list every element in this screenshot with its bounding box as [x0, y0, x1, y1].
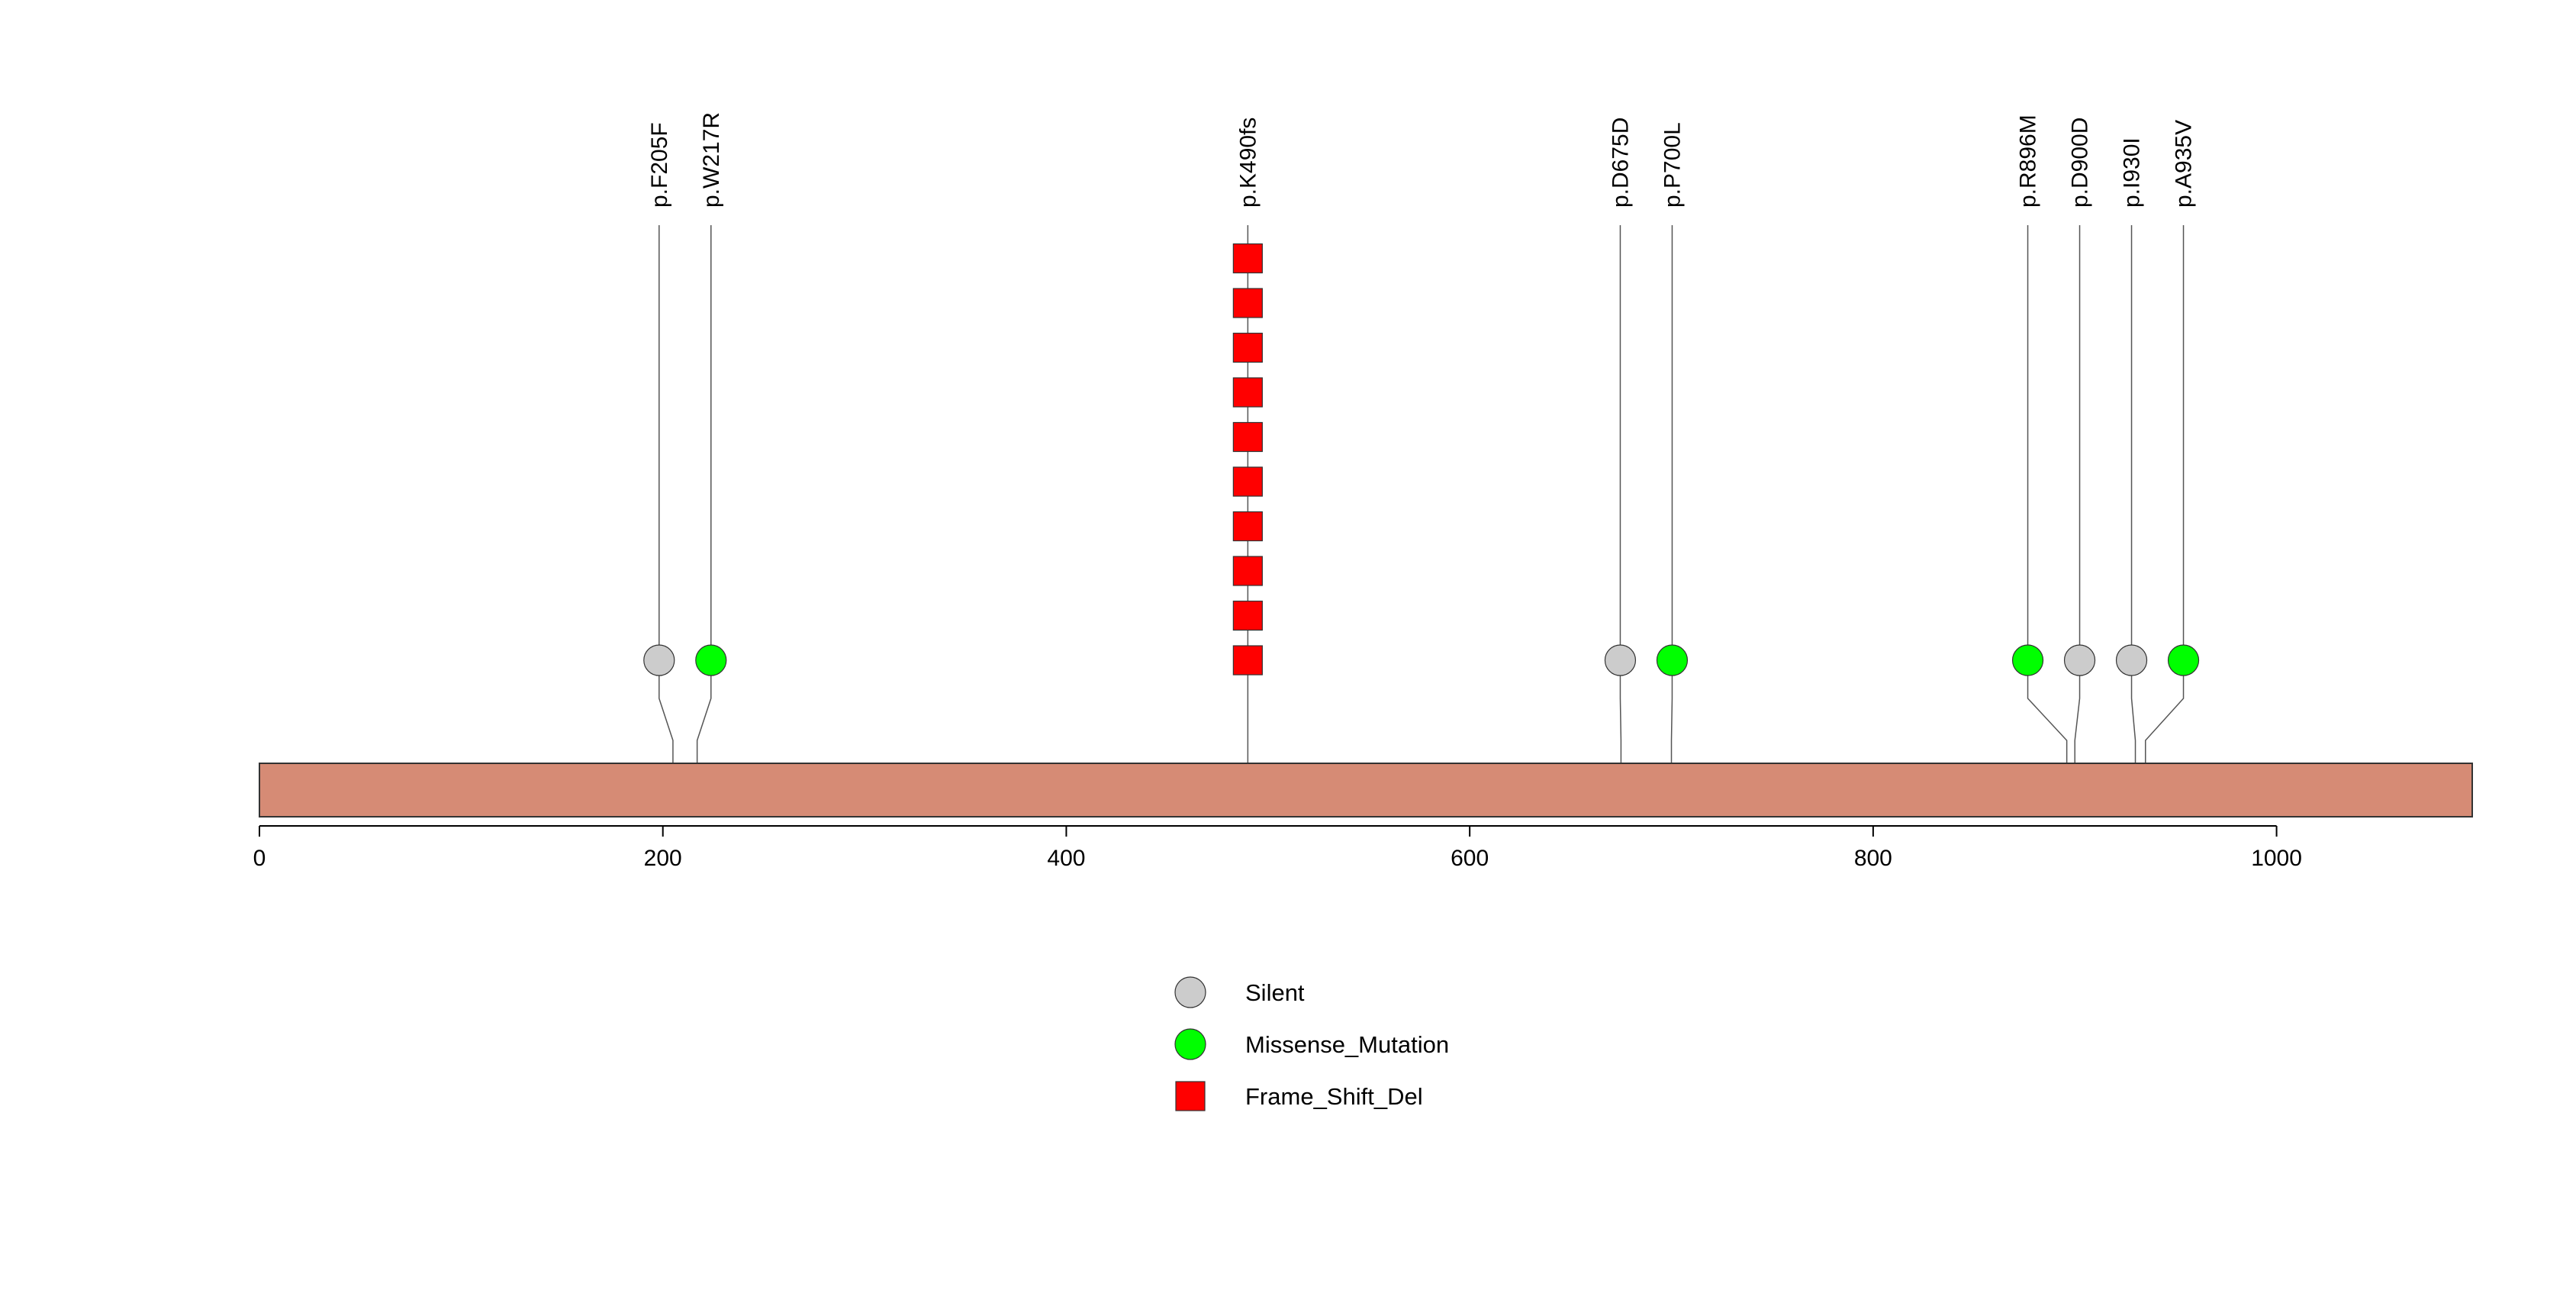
protein-bar-group [259, 763, 2473, 818]
x-axis: 0 200 400 600 800 1000 [253, 825, 2302, 871]
x-tick-label-200: 200 [644, 846, 682, 871]
x-tick-label-1000: 1000 [2251, 846, 2302, 871]
marker-p-k490fs-10 [1232, 243, 1263, 274]
mutation-label-p-a935v: p.A935V [2172, 120, 2197, 208]
x-tick-label-800: 800 [1854, 846, 1892, 871]
mutation-label-p-w217r: p.W217R [699, 112, 724, 208]
mutation-labels: p.F205F p.W217R p.K490fs p.D675D p.P700L p.R8… [647, 112, 2197, 208]
marker-p-a935v-1 [2167, 644, 2200, 676]
marker-p-i930i-1 [2115, 644, 2148, 676]
marker-p-k490fs-6 [1232, 421, 1263, 453]
marker-p-k490fs-4 [1232, 511, 1263, 542]
marker-p-d900d-1 [2063, 644, 2096, 676]
mutation-label-p-p700l: p.P700L [1660, 122, 1685, 208]
legend-swatch-missense-mutation [1174, 1028, 1206, 1060]
mutation-label-p-r896m: p.R896M [2016, 114, 2041, 208]
x-tick-label-400: 400 [1047, 846, 1085, 871]
legend-label-missense-mutation: Missense_Mutation [1245, 1031, 1449, 1058]
marker-p-f205f-1 [643, 644, 675, 676]
marker-p-d675d-1 [1604, 644, 1637, 676]
mutation-label-p-d900d: p.D900D [2068, 118, 2093, 208]
mutation-label-p-i930i: p.I930I [2120, 137, 2145, 208]
legend-label-silent: Silent [1245, 979, 1305, 1006]
legend-label-frame-shift-del: Frame_Shift_Del [1245, 1083, 1423, 1110]
mutation-label-p-k490fs: p.K490fs [1235, 118, 1261, 208]
marker-p-k490fs-2 [1232, 600, 1263, 631]
mutation-label-p-f205f: p.F205F [647, 122, 672, 208]
legend-swatch-silent [1174, 976, 1206, 1008]
marker-p-k490fs-9 [1232, 288, 1263, 318]
marker-p-k490fs-8 [1232, 332, 1263, 363]
marker-p-k490fs-5 [1232, 466, 1263, 497]
mutation-markers [643, 243, 2200, 676]
mutation-label-p-d675d: p.D675D [1608, 118, 1633, 208]
x-tick-label-0: 0 [253, 846, 266, 871]
marker-p-k490fs-7 [1232, 377, 1263, 408]
marker-p-w217r-1 [695, 644, 727, 676]
protein-bar [259, 763, 2473, 818]
legend: Silent Missense_Mutation Frame_Shift_Del [1174, 976, 1449, 1111]
marker-p-p700l-1 [1656, 644, 1689, 676]
marker-p-k490fs-1 [1232, 645, 1263, 676]
x-tick-label-600: 600 [1451, 846, 1489, 871]
marker-p-r896m-1 [2011, 644, 2044, 676]
legend-swatch-frame-shift-del [1175, 1081, 1206, 1111]
marker-p-k490fs-3 [1232, 556, 1263, 586]
